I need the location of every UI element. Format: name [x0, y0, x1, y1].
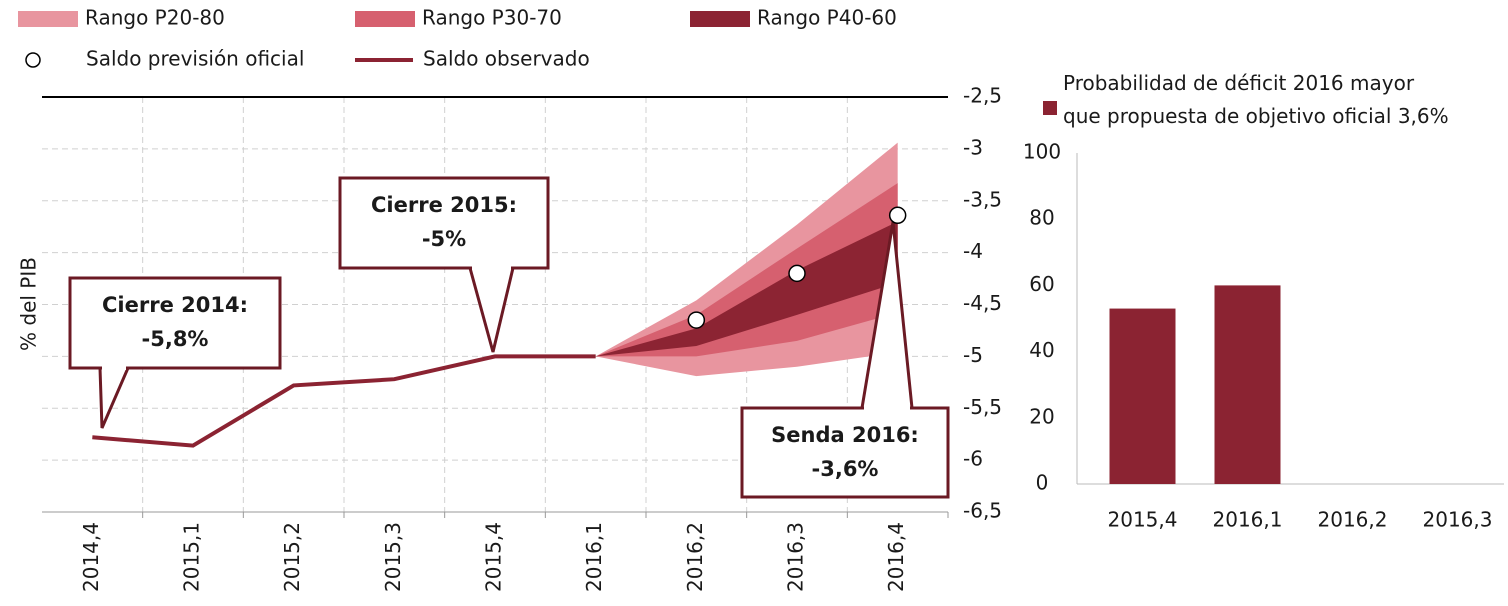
- legend-swatch: [355, 11, 415, 27]
- y-tick-label: -6,5: [963, 499, 1002, 523]
- legend-label: Probabilidad de déficit 2016 mayor que pr…: [1063, 71, 1449, 128]
- x-tick-label: 2016,2: [683, 522, 707, 592]
- callout: Senda 2016: -3,6%: [740, 221, 950, 499]
- y-tick-label: -3,5: [963, 187, 1002, 211]
- legend-label: Rango P20-80: [85, 6, 225, 30]
- legend-marker: [25, 52, 41, 68]
- y-axis-label: % del PIB: [17, 257, 41, 351]
- callout-box: [68, 276, 282, 370]
- x-tick-label: 2016,4: [884, 522, 908, 592]
- x-tick-label: 2014,4: [79, 522, 103, 592]
- callout-text: Cierre 2014:: [102, 293, 248, 317]
- x-tick-label: 2016,3: [784, 522, 808, 592]
- y-tick-label: -5,5: [963, 395, 1002, 419]
- y-tick-label: 100: [1023, 140, 1061, 164]
- y-tick-label: 20: [1029, 404, 1054, 428]
- callout: Cierre 2014: -5,8%: [68, 276, 282, 429]
- x-tick-label: 2016,1: [1213, 508, 1283, 532]
- legend-swatch: [1043, 101, 1057, 115]
- legend-line-2: que propuesta de objetivo oficial 3,6%: [1063, 104, 1449, 128]
- y-tick-label: -5: [963, 343, 983, 367]
- callout-text: -5%: [422, 227, 466, 251]
- x-tick-label: 2015,4: [482, 522, 506, 592]
- legend-label: Saldo previsión oficial: [86, 47, 304, 71]
- legend-label: Rango P40-60: [757, 6, 897, 30]
- y-tick-label: -4,5: [963, 291, 1002, 315]
- x-tick-label: 2016,2: [1318, 508, 1388, 532]
- observed-line: [92, 354, 596, 448]
- legend-label: Rango P30-70: [422, 6, 562, 30]
- callout-text: -5,8%: [142, 327, 209, 351]
- y-tick-label: -3: [963, 135, 983, 159]
- bar: [1214, 285, 1281, 484]
- fan-band: [595, 183, 898, 357]
- y-tick-label: -6: [963, 447, 983, 471]
- legend-line-1: Probabilidad de déficit 2016 mayor: [1063, 71, 1415, 95]
- x-tick-label: 2015,4: [1108, 508, 1178, 532]
- x-tick-label: 2015,1: [180, 522, 204, 592]
- callout-box: [338, 176, 550, 270]
- x-tick-label: 2016,1: [582, 522, 606, 592]
- callout-pointer: [468, 266, 515, 353]
- bar: [1109, 308, 1176, 484]
- callout-text: Senda 2016:: [771, 423, 919, 447]
- forecast-marker: [687, 311, 706, 329]
- legend-swatch: [18, 11, 78, 27]
- callout-pointer: [98, 366, 131, 429]
- y-tick-label: 80: [1029, 206, 1054, 230]
- callout: Cierre 2015: -5%: [338, 176, 550, 353]
- fan-band: [595, 221, 898, 357]
- callout-text: -3,6%: [812, 457, 879, 481]
- y-tick-label: 60: [1029, 272, 1054, 296]
- legend-swatch: [690, 11, 750, 27]
- x-tick-label: 2015,2: [280, 522, 304, 592]
- y-tick-label: -2,5: [963, 84, 1002, 108]
- callout-text: Cierre 2015:: [371, 193, 517, 217]
- y-tick-label: 0: [1036, 471, 1049, 495]
- legend-label: Saldo observado: [423, 47, 590, 71]
- y-tick-label: -4: [963, 239, 983, 263]
- x-tick-label: 2015,3: [381, 522, 405, 592]
- y-tick-label: 40: [1029, 338, 1054, 362]
- forecast-marker: [888, 206, 907, 225]
- forecast-marker: [788, 264, 806, 283]
- x-tick-label: 2016,3: [1423, 508, 1493, 532]
- callout-box: [740, 406, 950, 499]
